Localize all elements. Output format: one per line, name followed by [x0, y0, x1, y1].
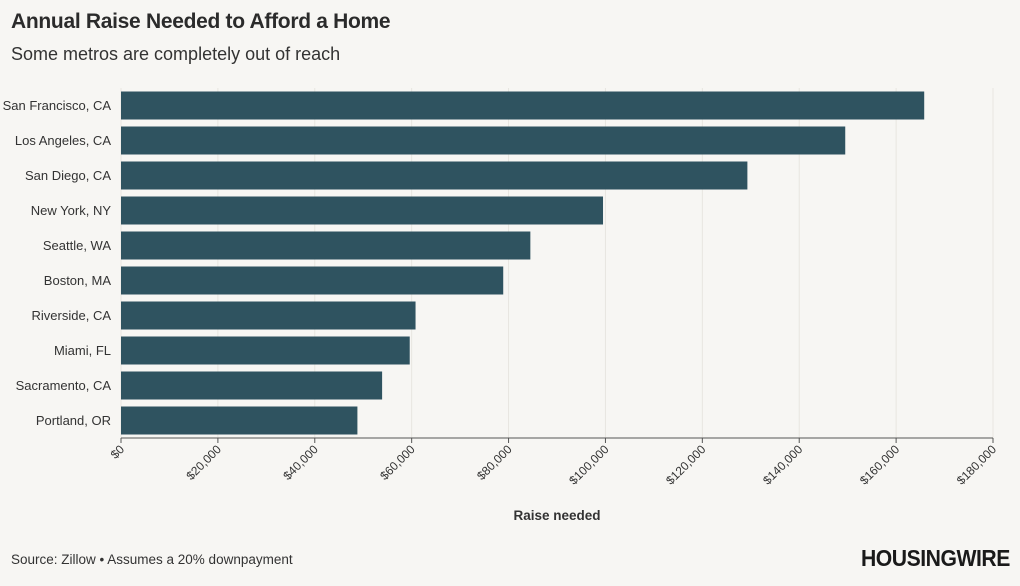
x-axis: $0 $20,000 $40,000 $60,000 $80,000 $100,000 $1… — [108, 437, 1000, 488]
x-tick-label: $40,000 — [280, 442, 321, 483]
chart-title: Annual Raise Needed to Afford a Home — [11, 10, 391, 33]
bar[interactable] — [121, 231, 531, 260]
category-label: Los Angeles, CA — [15, 133, 111, 148]
bar[interactable] — [121, 126, 846, 155]
bar[interactable] — [121, 336, 410, 365]
x-tick-label: $20,000 — [183, 442, 224, 483]
x-tick-label: $160,000 — [857, 442, 903, 488]
bar[interactable] — [121, 371, 383, 400]
x-tick-label: $0 — [108, 442, 128, 462]
category-label: Portland, OR — [36, 413, 111, 428]
x-tick-label: $80,000 — [474, 442, 515, 483]
bar[interactable] — [121, 406, 358, 435]
housingwire-logo[interactable]: HOUSINGWIRE — [861, 545, 1010, 571]
category-label: Boston, MA — [44, 273, 112, 288]
category-label: San Francisco, CA — [3, 98, 112, 113]
source-note: Source: Zillow • Assumes a 20% downpayme… — [11, 552, 293, 567]
bars — [121, 91, 925, 435]
x-tick-label: $120,000 — [663, 442, 709, 488]
category-label: San Diego, CA — [25, 168, 111, 183]
bar-chart: San Francisco, CA Los Angeles, CA San Dieg… — [3, 88, 1000, 523]
x-tick-label: $180,000 — [954, 442, 1000, 488]
bar[interactable] — [121, 301, 416, 330]
bar[interactable] — [121, 266, 504, 295]
category-label: Miami, FL — [54, 343, 111, 358]
category-label: New York, NY — [31, 203, 112, 218]
category-label: Sacramento, CA — [16, 378, 112, 393]
x-axis-title: Raise needed — [513, 508, 600, 523]
bar[interactable] — [121, 196, 604, 225]
bar[interactable] — [121, 91, 925, 120]
category-labels: San Francisco, CA Los Angeles, CA San Dieg… — [3, 98, 112, 428]
chart-subtitle: Some metros are completely out of reach — [11, 44, 341, 64]
x-tick-label: $100,000 — [566, 442, 612, 488]
x-tick-label: $140,000 — [760, 442, 806, 488]
x-tick-label: $60,000 — [377, 442, 418, 483]
bar[interactable] — [121, 161, 748, 190]
category-label: Riverside, CA — [32, 308, 112, 323]
category-label: Seattle, WA — [43, 238, 111, 253]
